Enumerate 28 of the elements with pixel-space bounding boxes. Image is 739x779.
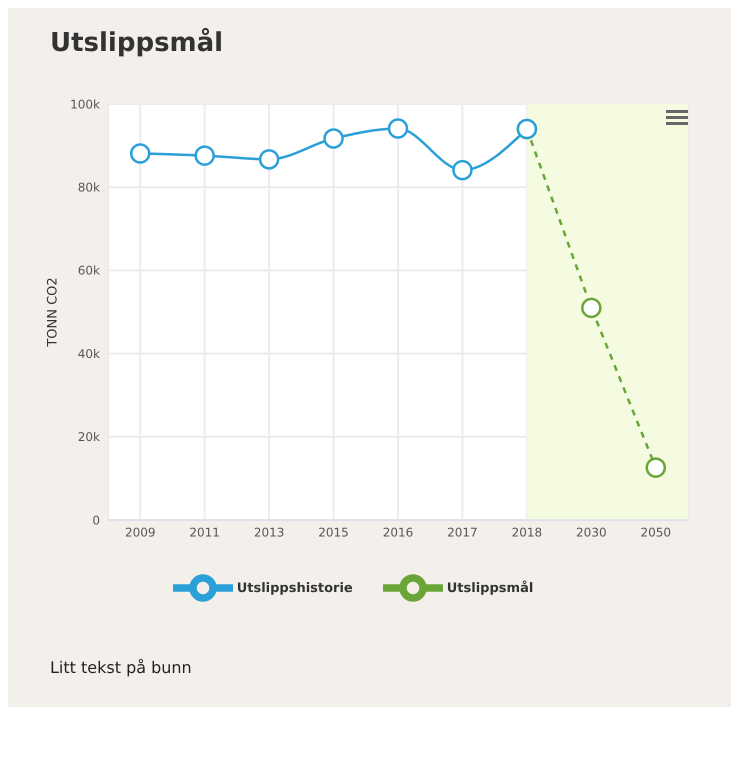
point [581, 298, 602, 318]
point [388, 118, 408, 139]
y-tick-label: 80k [78, 180, 100, 194]
x-tick-label: 2011 [189, 526, 220, 540]
legend-label: Utslippsmål [446, 580, 534, 596]
point [194, 145, 215, 166]
point [258, 149, 280, 170]
x-tick-label: 2015 [318, 526, 349, 540]
x-tick-label: 2017 [447, 526, 478, 540]
text: Litt tekst på bunn [50, 658, 193, 677]
y-tick-label: 40k [78, 346, 100, 361]
point [323, 128, 344, 149]
y-axis-title: TONN CO2 [46, 277, 61, 348]
x-tick-label: 2013 [254, 526, 284, 540]
x-tick-label: 2030 [576, 526, 607, 540]
y-tick-label: 0 [92, 513, 100, 528]
x-tick-label: 2016 [382, 526, 414, 540]
y-tick-label: 20k [78, 430, 100, 444]
legend-label: Utslippshistorie [236, 580, 353, 596]
y-tick-label: 60k [78, 264, 100, 278]
y-tick-label: 100k [70, 97, 100, 112]
point [646, 457, 666, 478]
x-tick-label: 2009 [124, 526, 156, 540]
chart-title: Utslippsmål [50, 28, 224, 58]
point [130, 143, 150, 164]
point [452, 160, 473, 180]
x-tick-label: 2050 [640, 526, 672, 540]
x-tick-label: 2018 [512, 526, 542, 540]
